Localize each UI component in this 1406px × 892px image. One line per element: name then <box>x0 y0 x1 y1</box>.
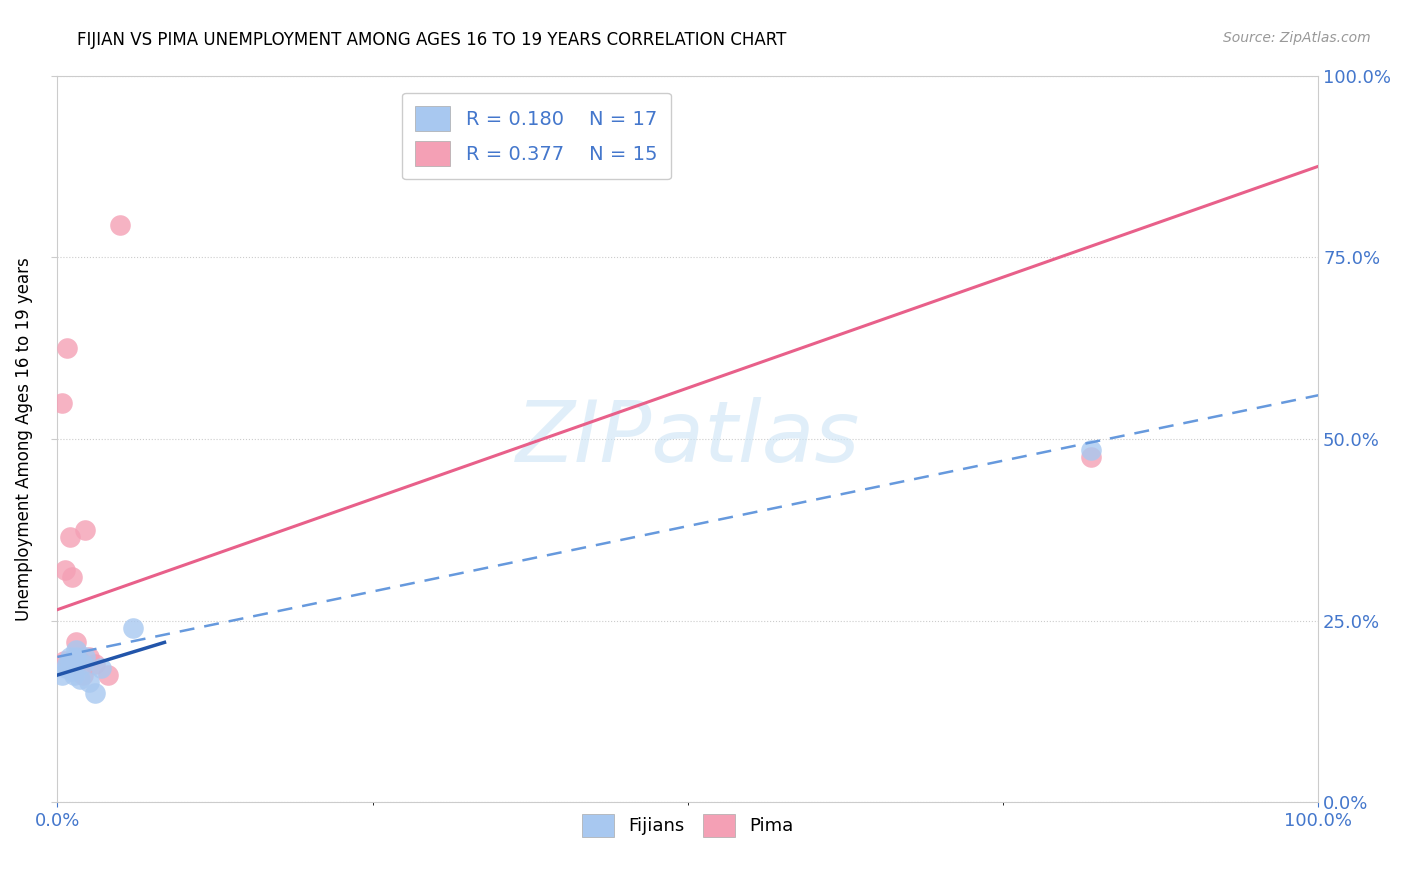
Point <box>73 523 96 537</box>
Legend: Fijians, Pima: Fijians, Pima <box>574 806 801 844</box>
Point <box>52 654 75 668</box>
Point <box>65 649 87 664</box>
Point <box>56 657 79 672</box>
Point <box>65 642 87 657</box>
Point <box>62 668 84 682</box>
Point <box>55 661 77 675</box>
Point <box>53 563 76 577</box>
Point <box>69 672 91 686</box>
Point <box>59 530 82 544</box>
Point <box>77 675 100 690</box>
Point <box>72 657 94 672</box>
Point <box>72 668 94 682</box>
Text: FIJIAN VS PIMA UNEMPLOYMENT AMONG AGES 16 TO 19 YEARS CORRELATION CHART: FIJIAN VS PIMA UNEMPLOYMENT AMONG AGES 1… <box>77 31 787 49</box>
Point <box>73 649 96 664</box>
Point <box>84 686 107 700</box>
Point <box>62 570 84 584</box>
Point <box>69 654 91 668</box>
Point <box>90 661 112 675</box>
Point <box>122 621 145 635</box>
Point <box>51 395 73 409</box>
Point <box>1080 450 1102 464</box>
Point <box>59 654 82 668</box>
Point <box>51 668 73 682</box>
Point <box>59 649 82 664</box>
Point <box>65 635 87 649</box>
Text: ZIPatlas: ZIPatlas <box>516 398 860 481</box>
Text: Source: ZipAtlas.com: Source: ZipAtlas.com <box>1223 31 1371 45</box>
Point <box>97 668 120 682</box>
Point <box>84 657 107 672</box>
Point <box>62 665 84 679</box>
Y-axis label: Unemployment Among Ages 16 to 19 years: Unemployment Among Ages 16 to 19 years <box>15 257 32 621</box>
Point <box>110 218 132 232</box>
Point <box>56 341 79 355</box>
Point <box>77 649 100 664</box>
Point <box>1080 442 1102 457</box>
